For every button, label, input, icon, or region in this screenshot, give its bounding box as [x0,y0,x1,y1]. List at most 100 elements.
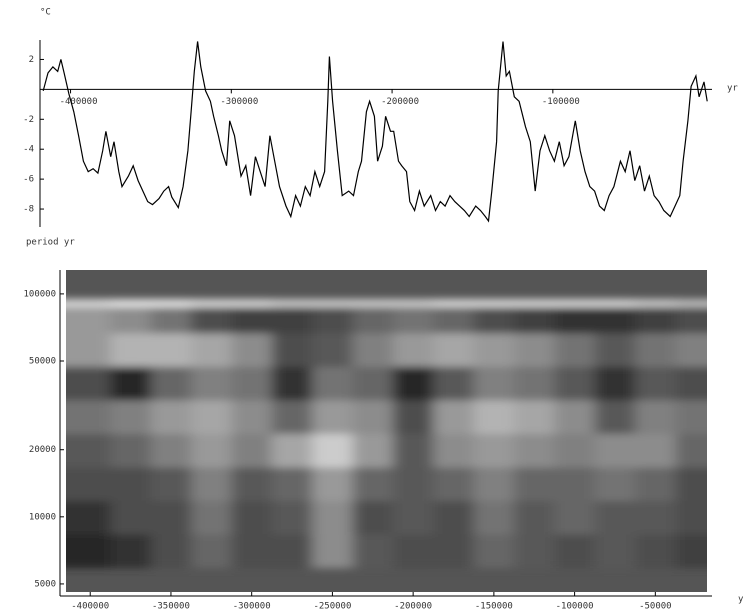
heatmap-cell [392,500,434,535]
heatmap-cell [635,433,677,468]
heatmap-cell [110,299,152,308]
heatmap-cell [150,466,192,502]
heatmap-cell [554,500,596,535]
heatmap-cell [231,299,273,308]
x-axis-label: y [738,595,744,605]
heatmap-cell [312,366,354,401]
heatmap-cell [635,466,677,502]
heatmap-cell [150,332,192,367]
heatmap-cell [514,332,555,367]
x-tick-label: -400000 [71,602,109,612]
x-tick-label: -100000 [556,602,594,612]
x-tick-label: -300000 [220,97,258,107]
heatmap-cell [271,399,313,434]
y-tick-label: 5000 [34,579,56,589]
heatmap-cell [635,366,677,401]
heatmap-cell [150,500,192,535]
heatmap-cell [433,534,475,569]
heatmap-cell [675,366,707,401]
heatmap-cell [191,534,232,569]
heatmap-cell [635,534,677,569]
heatmap-cell [110,466,152,502]
heatmap-cell [554,433,596,468]
y-tick-label: 10000 [29,512,56,522]
y-tick-label: 50000 [29,357,56,367]
heatmap-cell [191,366,232,401]
heatmap-cell [594,466,636,502]
heatmap-cell [312,534,354,569]
y-tick-label: -8 [23,205,34,215]
heatmap-cell [554,366,596,401]
heatmap-cell [66,500,111,535]
heatmap-cell [594,299,636,308]
heatmap-cell [312,466,354,502]
heatmap-cell [150,299,192,308]
heatmap-cell [675,534,707,569]
heatmap-cell [433,433,475,468]
heatmap-cell [271,332,313,367]
x-tick-label: -50000 [639,602,672,612]
heatmap-cell [352,433,394,468]
heatmap-cell [594,399,636,434]
heatmap-cell [675,299,707,308]
heatmap-cell [66,534,111,569]
heatmap-cell [66,399,111,434]
x-tick-label: -200000 [394,602,432,612]
heatmap-cell [514,433,555,468]
heatmap-cell [312,332,354,367]
heatmap-cell [514,299,555,308]
heatmap-cell [473,332,515,367]
heatmap-cell [392,466,434,502]
heatmap-cell [392,366,434,401]
heatmap-cell [271,534,313,569]
y-tick-label: 100000 [23,289,56,299]
x-tick-label: -250000 [313,602,351,612]
heatmap-cell [433,466,475,502]
y-axis-label: period yr [26,238,75,248]
heatmap-cell [635,332,677,367]
heatmap-cell [514,399,555,434]
heatmap-cell [594,433,636,468]
heatmap-cell [392,332,434,367]
heatmap-cell [231,534,273,569]
heatmap-cell [110,332,152,367]
heatmap-cell [231,466,273,502]
x-tick-label: -200000 [381,97,419,107]
y-tick-label: 20000 [29,445,56,455]
heatmap-cell [231,500,273,535]
heatmap-cell [675,500,707,535]
heatmap-cell [312,433,354,468]
heatmap-cell [110,433,152,468]
heatmap-cell [191,466,232,502]
heatmap-cell [473,366,515,401]
heatmap-cell [191,399,232,434]
heatmap-cells [66,299,707,569]
heatmap-cell [554,534,596,569]
x-tick-label: -300000 [233,602,271,612]
heatmap-cell [110,534,152,569]
heatmap-cell [66,466,111,502]
heatmap-cell [675,399,707,434]
heatmap-cell [271,366,313,401]
heatmap-cell [312,399,354,434]
heatmap-cell [433,399,475,434]
heatmap-cell [312,299,354,308]
y-tick-label: -2 [23,115,34,125]
heatmap-cell [191,299,232,308]
heatmap-cell [110,366,152,401]
heatmap-cell [594,500,636,535]
heatmap-cell [473,500,515,535]
heatmap-cell [191,332,232,367]
heatmap-cell [473,399,515,434]
y-tick-label: -4 [23,145,34,155]
heatmap-cell [271,433,313,468]
heatmap-cell [635,399,677,434]
x-tick-label: -150000 [475,602,513,612]
heatmap-cell [514,500,555,535]
x-axis-label: yr [727,84,738,94]
heatmap-cell [231,433,273,468]
heatmap-cell [352,500,394,535]
heatmap-cell [271,466,313,502]
heatmap-cell [231,399,273,434]
